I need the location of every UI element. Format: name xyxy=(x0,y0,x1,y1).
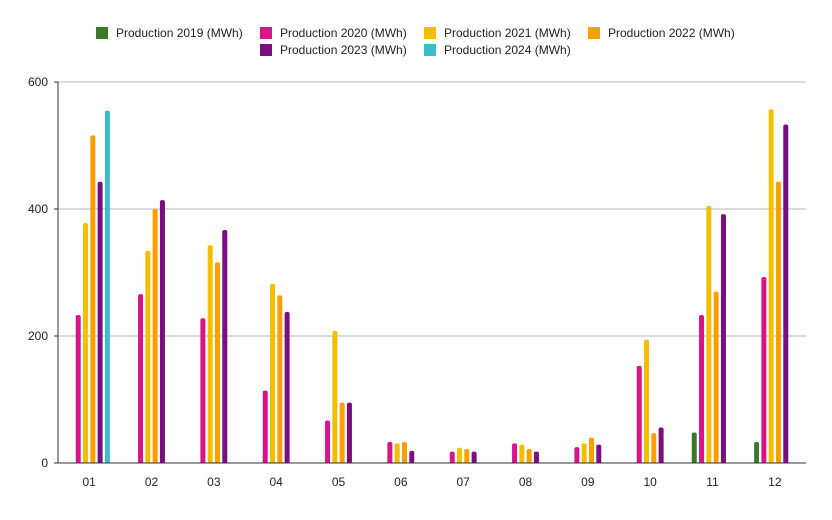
bar-production-2021-mwh-06 xyxy=(394,443,400,463)
bar-production-2022-mwh-01 xyxy=(90,135,96,463)
bar-production-2021-mwh-01 xyxy=(83,222,89,463)
x-tick-label-09: 09 xyxy=(581,475,595,489)
bar-production-2021-mwh-02 xyxy=(145,250,151,463)
legend-swatch xyxy=(260,44,272,56)
legend-label: Production 2021 (MWh) xyxy=(444,26,571,40)
bar-production-2024-mwh-01 xyxy=(104,110,110,463)
legend-label: Production 2023 (MWh) xyxy=(280,43,407,57)
y-tick-label-200: 200 xyxy=(28,329,48,343)
bar-production-2019-mwh-11 xyxy=(691,432,697,463)
bar-production-2020-mwh-02 xyxy=(138,294,144,463)
bar-production-2020-mwh-04 xyxy=(262,390,268,463)
x-axis-ticks: 01 02 03 04 05 06 07 08 09 10 11 12 xyxy=(82,475,781,489)
x-tick-label-03: 03 xyxy=(207,475,221,489)
y-axis-ticks: 0 200 400 600 xyxy=(28,75,48,470)
bar-production-2023-mwh-04 xyxy=(284,311,290,463)
bar-production-2019-mwh-12 xyxy=(754,442,760,463)
bar-production-2021-mwh-09 xyxy=(581,443,587,463)
y-tick-label-600: 600 xyxy=(28,75,48,89)
bar-production-2021-mwh-07 xyxy=(457,447,463,463)
bar-production-2020-mwh-09 xyxy=(574,447,580,463)
bar-production-2023-mwh-03 xyxy=(222,229,228,463)
legend-item-production-2024-mwh: Production 2024 (MWh) xyxy=(424,43,571,57)
bar-production-2021-mwh-11 xyxy=(706,205,712,463)
bar-production-2023-mwh-10 xyxy=(658,427,664,463)
legend-swatch xyxy=(260,27,272,39)
bar-production-2022-mwh-03 xyxy=(214,262,220,463)
bar-production-2022-mwh-06 xyxy=(401,442,407,463)
x-tick-label-08: 08 xyxy=(519,475,533,489)
bar-production-2022-mwh-12 xyxy=(775,181,781,463)
x-tick-label-07: 07 xyxy=(456,475,470,489)
bar-production-2021-mwh-04 xyxy=(270,283,276,463)
legend-swatch xyxy=(424,44,436,56)
bar-production-2021-mwh-08 xyxy=(519,444,525,463)
bar-production-2023-mwh-08 xyxy=(533,451,539,463)
bar-production-2023-mwh-12 xyxy=(783,124,789,464)
legend-label: Production 2019 (MWh) xyxy=(116,26,243,40)
bar-production-2022-mwh-07 xyxy=(464,449,470,463)
legend-swatch xyxy=(588,27,600,39)
legend-label: Production 2022 (MWh) xyxy=(608,26,735,40)
bar-production-2021-mwh-05 xyxy=(332,330,338,463)
bar-production-2021-mwh-03 xyxy=(207,245,213,463)
bar-production-2020-mwh-11 xyxy=(699,315,705,463)
chart-legend: Production 2019 (MWh) Production 2020 (MW… xyxy=(96,26,735,57)
x-tick-label-01: 01 xyxy=(82,475,96,489)
legend-swatch xyxy=(96,27,108,39)
x-tick-label-12: 12 xyxy=(768,475,782,489)
bar-production-2022-mwh-09 xyxy=(588,437,594,463)
bar-production-2023-mwh-09 xyxy=(596,444,602,463)
x-tick-label-10: 10 xyxy=(643,475,657,489)
bar-production-2020-mwh-01 xyxy=(75,315,81,463)
bar-production-2022-mwh-10 xyxy=(651,433,657,463)
chart-bars xyxy=(75,109,789,464)
y-tick-label-0: 0 xyxy=(41,456,48,470)
legend-label: Production 2020 (MWh) xyxy=(280,26,407,40)
legend-item-production-2021-mwh: Production 2021 (MWh) xyxy=(424,26,571,40)
x-tick-label-06: 06 xyxy=(394,475,408,489)
bar-production-2021-mwh-12 xyxy=(768,109,774,464)
bar-production-2020-mwh-06 xyxy=(387,442,393,463)
bar-production-2021-mwh-10 xyxy=(644,339,650,463)
y-gridlines xyxy=(54,81,806,464)
bar-production-2020-mwh-07 xyxy=(449,451,455,463)
bar-production-2023-mwh-11 xyxy=(720,214,726,463)
bar-production-2023-mwh-05 xyxy=(346,402,352,463)
x-tick-label-02: 02 xyxy=(145,475,159,489)
bar-production-2023-mwh-07 xyxy=(471,451,477,463)
bar-production-2022-mwh-08 xyxy=(526,449,532,463)
bar-production-2023-mwh-02 xyxy=(159,200,165,464)
legend-item-production-2020-mwh: Production 2020 (MWh) xyxy=(260,26,407,40)
legend-item-production-2022-mwh: Production 2022 (MWh) xyxy=(588,26,735,40)
bar-production-2020-mwh-12 xyxy=(761,276,767,463)
bar-production-2020-mwh-03 xyxy=(200,318,206,463)
x-tick-label-04: 04 xyxy=(269,475,283,489)
bar-production-2023-mwh-06 xyxy=(409,450,415,463)
legend-item-production-2019-mwh: Production 2019 (MWh) xyxy=(96,26,243,40)
bar-production-2022-mwh-11 xyxy=(713,291,719,463)
bar-production-2022-mwh-05 xyxy=(339,402,345,463)
bar-production-2020-mwh-08 xyxy=(512,443,518,463)
x-tick-label-05: 05 xyxy=(332,475,346,489)
y-tick-label-400: 400 xyxy=(28,202,48,216)
bar-production-2023-mwh-01 xyxy=(97,181,103,463)
bar-production-2022-mwh-02 xyxy=(152,209,158,463)
legend-swatch xyxy=(424,27,436,39)
bar-production-2022-mwh-04 xyxy=(277,295,283,463)
bar-production-2020-mwh-05 xyxy=(325,420,331,463)
x-tick-label-11: 11 xyxy=(706,475,719,489)
legend-item-production-2023-mwh: Production 2023 (MWh) xyxy=(260,43,407,57)
legend-label: Production 2024 (MWh) xyxy=(444,43,571,57)
bar-production-2020-mwh-10 xyxy=(636,365,642,463)
